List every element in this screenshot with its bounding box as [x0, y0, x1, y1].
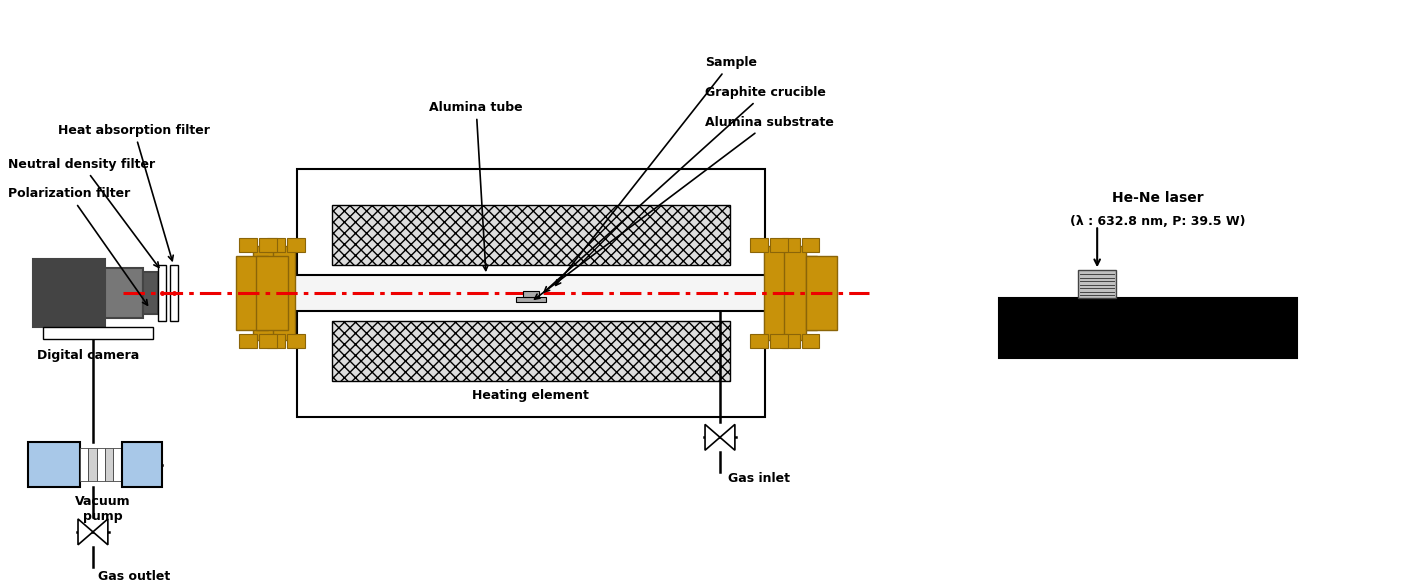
Bar	[33, 259, 105, 327]
Bar	[332, 205, 731, 265]
Polygon shape	[93, 519, 108, 545]
Bar	[998, 298, 1297, 358]
Bar	[763, 246, 786, 340]
Polygon shape	[705, 425, 721, 450]
Bar	[97, 448, 105, 481]
Bar	[122, 442, 161, 487]
Bar	[1078, 270, 1116, 298]
Text: Neutral density filter: Neutral density filter	[9, 158, 159, 268]
Bar	[750, 238, 768, 252]
Bar	[259, 238, 278, 252]
Bar	[105, 268, 142, 318]
Bar	[239, 334, 258, 348]
Bar	[258, 275, 805, 311]
Bar	[802, 334, 819, 348]
Text: Alumina tube: Alumina tube	[429, 101, 523, 270]
Bar	[288, 238, 305, 252]
Bar	[806, 256, 837, 330]
Text: Digital camera: Digital camera	[37, 349, 140, 362]
Text: Graphite crucible: Graphite crucible	[544, 86, 826, 292]
Bar	[782, 334, 800, 348]
Bar	[239, 238, 258, 252]
Bar	[770, 238, 787, 252]
Bar	[28, 442, 80, 487]
Bar	[114, 448, 122, 481]
Bar	[142, 272, 158, 314]
Bar	[332, 321, 731, 380]
Text: Sample: Sample	[555, 56, 758, 285]
Polygon shape	[721, 425, 735, 450]
Bar	[770, 334, 787, 348]
Bar	[253, 246, 275, 340]
Text: Heating element: Heating element	[473, 389, 590, 402]
Bar	[515, 297, 545, 302]
Bar	[236, 256, 268, 330]
Bar	[782, 238, 800, 252]
Bar	[268, 334, 285, 348]
Text: Gas inlet: Gas inlet	[728, 472, 790, 485]
Bar	[158, 265, 165, 321]
Bar	[523, 291, 538, 297]
Bar	[786, 256, 817, 330]
Bar	[43, 327, 152, 339]
Text: Gas outlet: Gas outlet	[98, 570, 169, 583]
Bar	[88, 448, 97, 481]
Text: (λ : 632.8 nm, P: 39.5 W): (λ : 632.8 nm, P: 39.5 W)	[1069, 215, 1246, 228]
Bar	[783, 246, 806, 340]
Bar	[298, 169, 765, 417]
Polygon shape	[78, 519, 93, 545]
Bar	[105, 448, 114, 481]
Bar	[268, 238, 285, 252]
Bar	[80, 448, 88, 481]
Bar	[288, 334, 305, 348]
Bar	[259, 334, 278, 348]
Bar	[169, 265, 178, 321]
Bar	[273, 246, 295, 340]
Bar	[802, 238, 819, 252]
Text: He-Ne laser: He-Ne laser	[1112, 192, 1203, 205]
Text: Vacuum
pump: Vacuum pump	[75, 495, 131, 523]
Text: Heat absorption filter: Heat absorption filter	[58, 123, 209, 260]
Bar	[256, 256, 288, 330]
Text: Alumina substrate: Alumina substrate	[534, 116, 834, 299]
Text: Polarization filter: Polarization filter	[9, 188, 148, 305]
Bar	[750, 334, 768, 348]
